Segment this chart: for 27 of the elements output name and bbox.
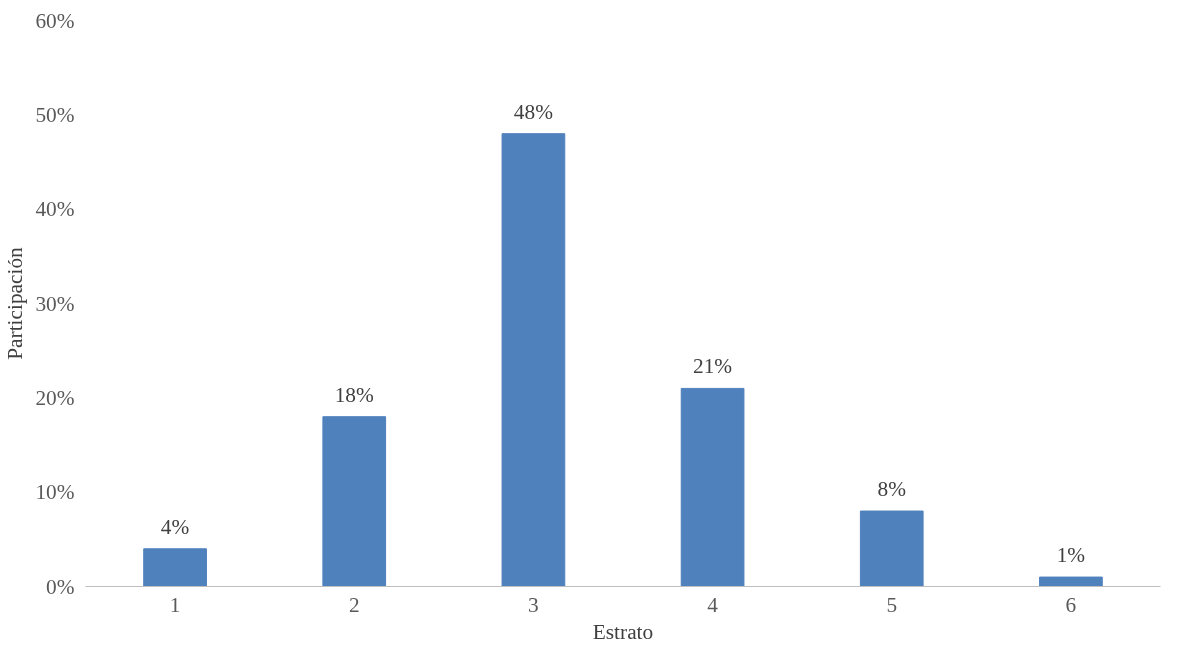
bar [143,548,207,587]
data-label: 4% [160,514,190,539]
data-label: 21% [693,354,733,379]
data-label: 48% [513,99,554,124]
data-label: 1% [1056,543,1086,568]
y-tick-label: 20% [35,385,75,410]
y-tick-label: 50% [35,102,75,127]
x-tick-label: 3 [528,592,539,617]
y-tick-label: 30% [35,291,75,316]
data-label: 18% [334,382,375,407]
x-tick-label: 5 [886,592,898,617]
bar [859,510,924,587]
y-tick-label: 60% [35,8,75,33]
y-tick-label: 10% [35,480,75,505]
y-tick-label: 40% [35,197,75,222]
bar [501,133,566,587]
bar [1039,576,1103,587]
x-axis-title: Estrato [592,619,654,644]
data-label: 8% [877,477,907,502]
y-axis-title: Participación [3,246,28,360]
x-tick-label: 2 [348,592,360,617]
x-tick-label: 4 [707,592,719,617]
x-tick-label: 1 [169,592,181,617]
bar [680,387,745,587]
bar [322,416,387,587]
y-tick-label: 0% [46,574,75,599]
x-tick-label: 6 [1065,592,1077,617]
